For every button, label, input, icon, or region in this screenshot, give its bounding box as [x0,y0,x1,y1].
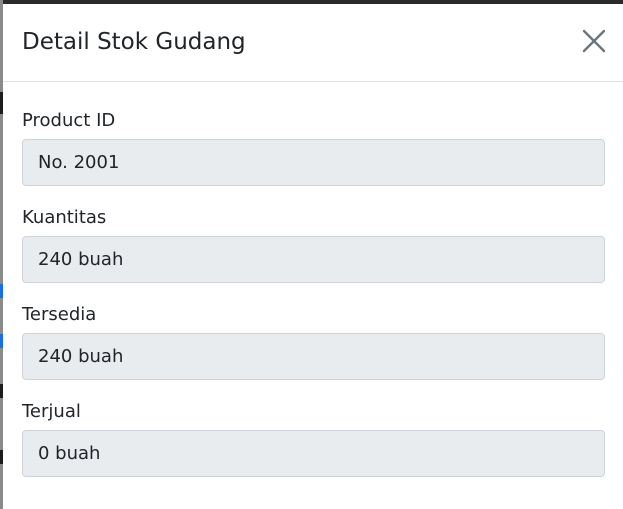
tersedia-label: Tersedia [22,304,97,325]
kuantitas-input[interactable] [22,236,605,283]
kuantitas-label: Kuantitas [22,207,107,228]
close-icon [582,29,606,53]
stock-detail-modal: Detail Stok Gudang Product ID Kuantitas … [3,4,623,509]
terjual-input[interactable] [22,430,605,477]
backdrop-text-fragment [0,92,3,114]
tersedia-input[interactable] [22,333,605,380]
close-button[interactable] [579,26,609,56]
field-kuantitas: Kuantitas [22,206,605,283]
terjual-label: Terjual [22,401,81,422]
field-terjual: Terjual [22,400,605,477]
backdrop-page-sliver [0,0,3,509]
backdrop-link-fragment [0,334,3,348]
product-id-label: Product ID [22,110,116,131]
backdrop-link-fragment [0,284,3,298]
modal-title: Detail Stok Gudang [22,29,246,55]
field-product-id: Product ID [22,109,605,186]
backdrop-text-fragment [0,384,3,398]
backdrop-page-edge [0,0,623,4]
product-id-input[interactable] [22,139,605,186]
backdrop-text-fragment [0,450,3,464]
modal-header: Detail Stok Gudang [3,4,623,82]
field-tersedia: Tersedia [22,303,605,380]
